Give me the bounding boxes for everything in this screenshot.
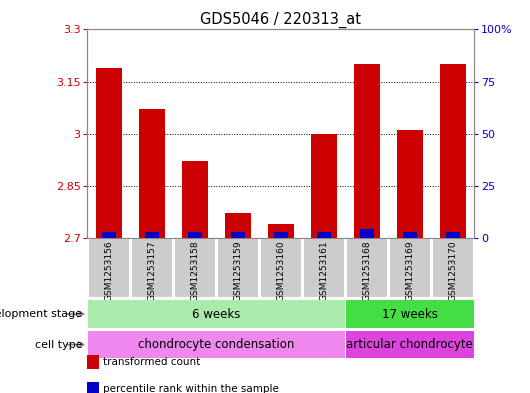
Bar: [346, 239, 388, 298]
Text: GSM1253169: GSM1253169: [405, 240, 414, 301]
Text: GSM1253170: GSM1253170: [448, 240, 457, 301]
Bar: [231, 231, 245, 238]
Bar: [145, 231, 159, 238]
Text: percentile rank within the sample: percentile rank within the sample: [103, 384, 279, 393]
Text: 6 weeks: 6 weeks: [192, 307, 241, 321]
Bar: [217, 239, 259, 298]
Bar: [303, 239, 344, 298]
Text: development stage: development stage: [0, 309, 82, 319]
Bar: [432, 239, 474, 298]
Text: 17 weeks: 17 weeks: [382, 307, 438, 321]
Bar: [317, 231, 331, 238]
Text: cell type: cell type: [34, 340, 82, 350]
Bar: [360, 230, 374, 238]
Bar: [274, 231, 288, 238]
Bar: [346, 300, 474, 328]
Bar: [346, 331, 474, 358]
Text: GSM1253159: GSM1253159: [233, 240, 242, 301]
Text: transformed count: transformed count: [103, 357, 200, 367]
Bar: [268, 224, 294, 238]
Bar: [139, 109, 165, 238]
Text: GSM1253156: GSM1253156: [104, 240, 113, 301]
Bar: [354, 64, 380, 238]
Text: articular chondrocyte: articular chondrocyte: [347, 338, 473, 351]
Text: GSM1253168: GSM1253168: [363, 240, 372, 301]
Text: GSM1253157: GSM1253157: [147, 240, 156, 301]
Bar: [96, 68, 122, 238]
Bar: [188, 231, 202, 238]
Bar: [102, 231, 116, 238]
Bar: [446, 231, 460, 238]
Text: GSM1253158: GSM1253158: [190, 240, 199, 301]
Bar: [397, 130, 423, 238]
Text: GSM1253160: GSM1253160: [277, 240, 285, 301]
Bar: [182, 162, 208, 238]
Bar: [88, 239, 130, 298]
Bar: [389, 239, 431, 298]
Bar: [311, 134, 337, 238]
Bar: [225, 213, 251, 238]
Title: GDS5046 / 220313_at: GDS5046 / 220313_at: [200, 12, 361, 28]
Bar: [403, 231, 417, 238]
Bar: [440, 64, 466, 238]
Bar: [88, 300, 344, 328]
Bar: [131, 239, 173, 298]
Bar: [260, 239, 302, 298]
Bar: [174, 239, 216, 298]
Text: GSM1253161: GSM1253161: [320, 240, 329, 301]
Bar: [88, 331, 344, 358]
Text: chondrocyte condensation: chondrocyte condensation: [138, 338, 295, 351]
